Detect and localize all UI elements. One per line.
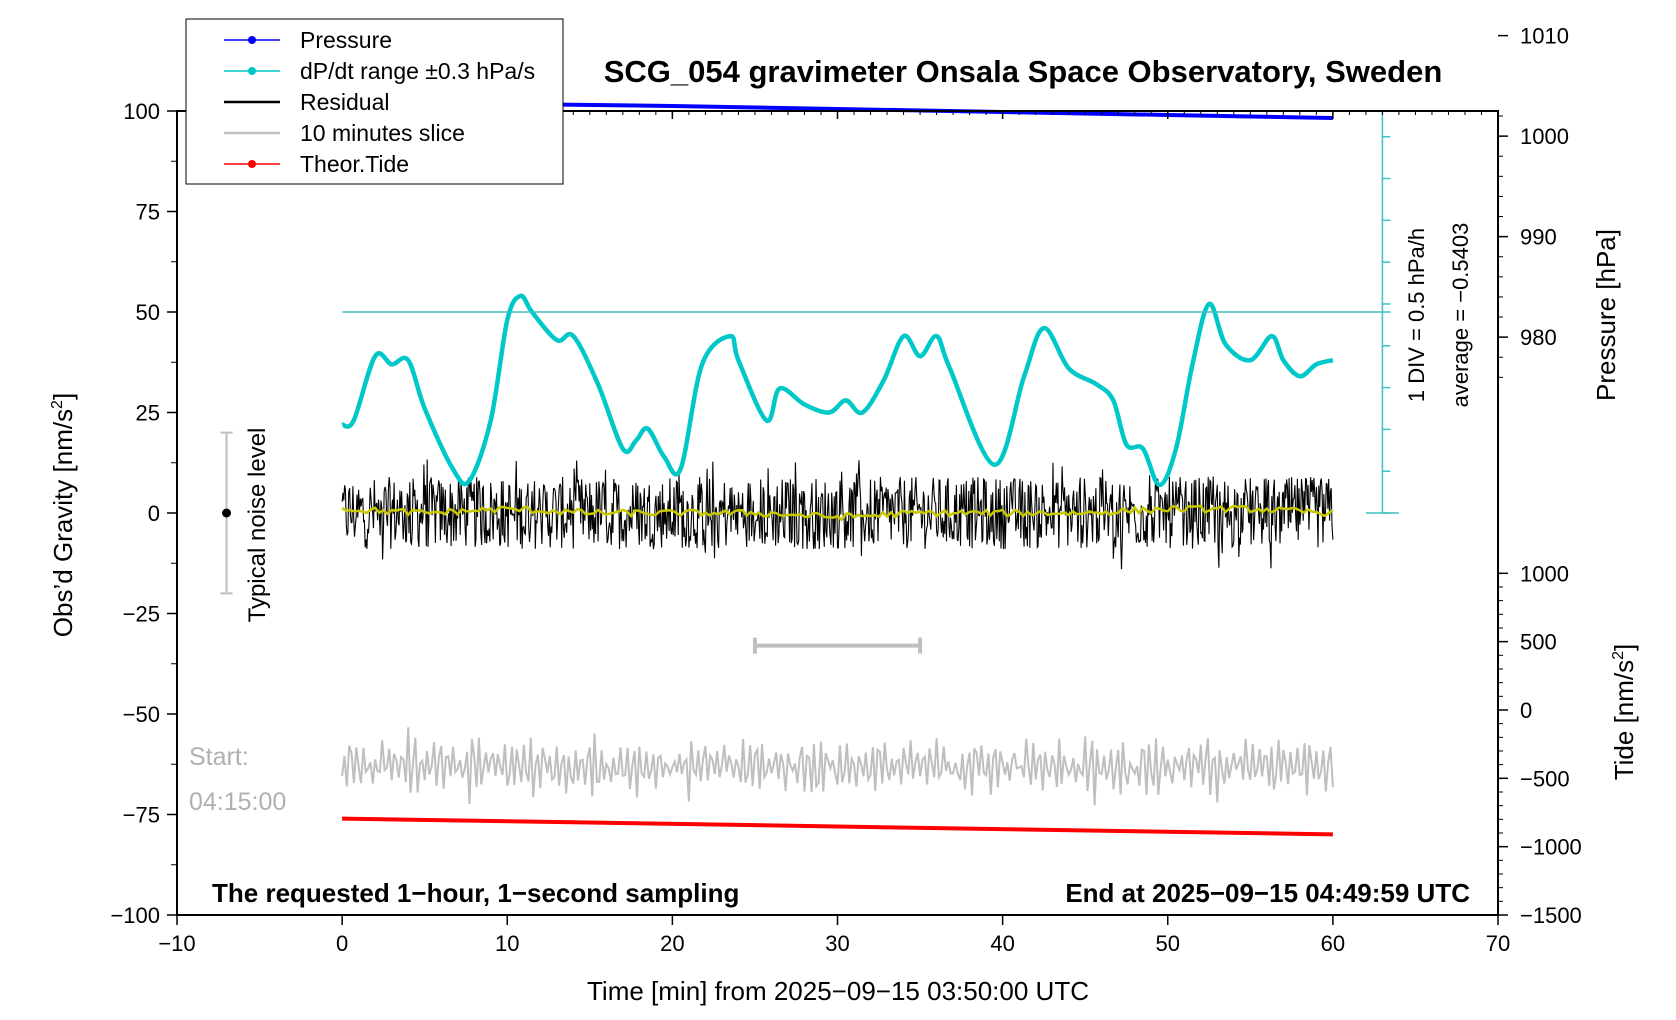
dpdt-average-label: average = −0.5403 <box>1448 223 1473 408</box>
y-tick-label: 0 <box>148 501 160 526</box>
y-tick-label: −50 <box>123 702 160 727</box>
tide-tick-label: 0 <box>1520 698 1532 723</box>
x-tick-label: −10 <box>158 931 195 956</box>
tide-axis: −1500 −1000 −500 0 500 1000 <box>1498 561 1582 928</box>
pressure-tick-label: 980 <box>1520 325 1557 350</box>
x-tick-label: 30 <box>825 931 849 956</box>
chart-title: SCG_054 gravimeter Onsala Space Observat… <box>604 54 1443 89</box>
y-tick-label: 50 <box>136 300 160 325</box>
residual-average-line <box>341 504 1334 522</box>
legend: Pressure dP/dt range ±0.3 hPa/s Residual… <box>185 18 564 185</box>
legend-dpdt-marker <box>248 67 256 75</box>
pressure-tick-label: 1000 <box>1520 124 1569 149</box>
tide-tick-label: −1000 <box>1520 835 1582 860</box>
x-tick-label: 0 <box>336 931 348 956</box>
x-tick-label: 40 <box>990 931 1014 956</box>
pressure-tick-label: 990 <box>1520 225 1557 250</box>
pressure-tick-label: 1010 <box>1520 24 1569 49</box>
residual-series-line <box>341 459 1334 570</box>
y-tick-label: 75 <box>136 200 160 225</box>
x-tick-label: 20 <box>660 931 684 956</box>
legend-dpdt-label: dP/dt range ±0.3 hPa/s <box>300 58 535 84</box>
dpdt-scale-axis <box>1365 111 1399 514</box>
slice-window-bar <box>752 637 923 654</box>
sampling-note: The requested 1−hour, 1−second sampling <box>212 878 739 908</box>
x-tick-label: 60 <box>1321 931 1345 956</box>
noise-level-label: Typical noise level <box>244 428 271 623</box>
legend-pressure-label: Pressure <box>300 27 392 53</box>
y-tick-label: 25 <box>136 401 160 426</box>
dpdt-div-label: 1 DIV = 0.5 hPa/h <box>1404 228 1429 402</box>
y-axis-left: −100 −75 −50 −25 0 25 50 75 100 <box>110 99 177 928</box>
tide-tick-label: 500 <box>1520 630 1557 655</box>
tide-tick-label: −1500 <box>1520 903 1582 928</box>
pressure-axis: 980 990 1000 1010 <box>1498 24 1569 378</box>
pressure-axis-title: Pressure [hPa] <box>1591 229 1621 401</box>
y-tick-label: −25 <box>123 602 160 627</box>
x-tick-label: 50 <box>1156 931 1180 956</box>
legend-residual-label: Residual <box>300 89 390 115</box>
noise-level-bar <box>220 431 233 595</box>
end-time-note: End at 2025−09−15 04:49:59 UTC <box>1065 878 1470 908</box>
x-axis: −10 0 10 20 30 40 50 60 70 <box>158 111 1510 956</box>
noise-bar-center-dot <box>222 508 232 518</box>
x-tick-label: 70 <box>1486 931 1510 956</box>
y-tick-label: −75 <box>123 803 160 828</box>
slice-series-line <box>341 727 1334 806</box>
tide-axis-title: Tide [nm/s2] <box>1609 644 1639 781</box>
y-tick-label: 100 <box>123 99 160 124</box>
tide-tick-label: −500 <box>1520 766 1570 791</box>
legend-tide-marker <box>248 160 256 168</box>
x-axis-title: Time [min] from 2025−09−15 03:50:00 UTC <box>587 976 1089 1006</box>
start-label: Start: <box>189 743 249 771</box>
tide-tick-label: 1000 <box>1520 561 1569 586</box>
y-axis-title: Obs’d Gravity [nm/s2] <box>48 393 78 637</box>
x-tick-label: 10 <box>495 931 519 956</box>
legend-pressure-marker <box>248 36 256 44</box>
legend-slice-label: 10 minutes slice <box>300 120 465 146</box>
legend-tide-label: Theor.Tide <box>300 151 409 177</box>
start-time-label: 04:15:00 <box>189 788 286 816</box>
legend-box <box>185 18 564 185</box>
y-tick-label: −100 <box>110 903 160 928</box>
dpdt-series-line <box>341 293 1334 488</box>
tide-series-line <box>342 816 1333 837</box>
